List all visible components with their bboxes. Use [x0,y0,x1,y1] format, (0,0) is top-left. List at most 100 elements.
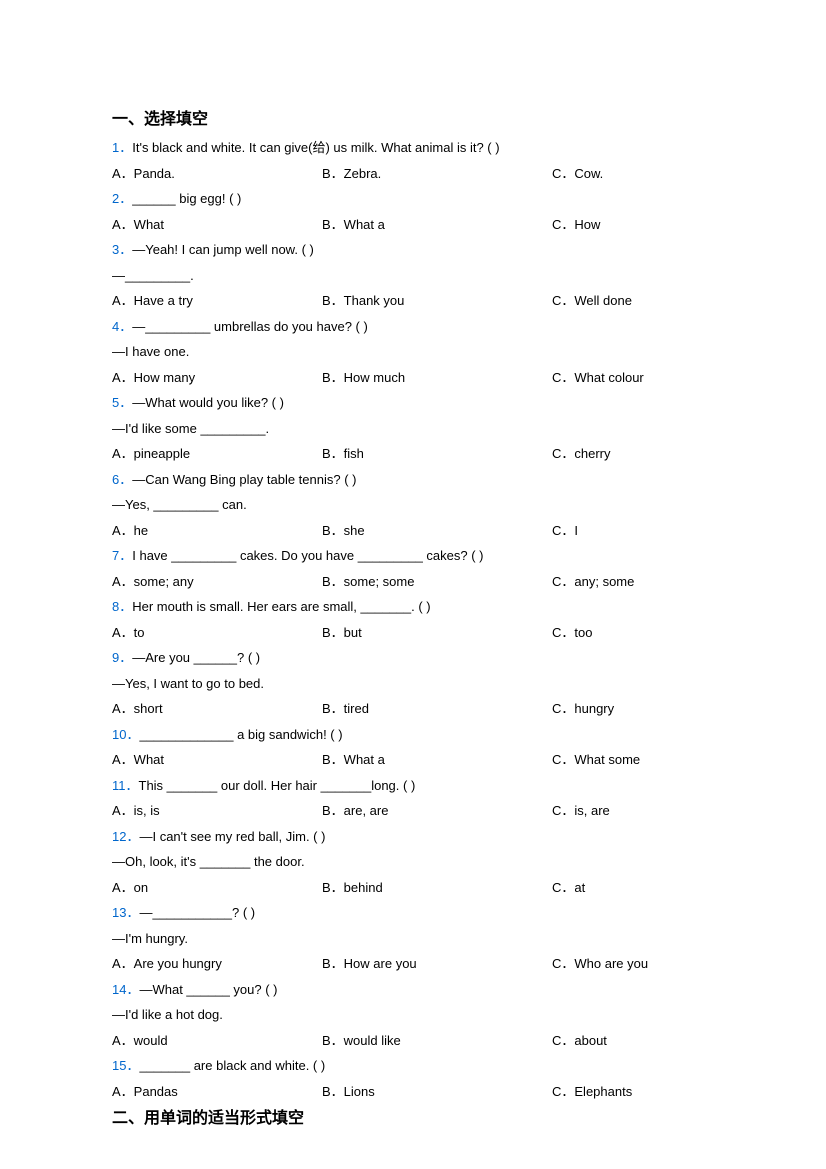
question-continuation: —Yes, _________ can. [112,495,714,515]
option-b: B．would like [322,1031,552,1051]
option-c: C．Elephants [552,1082,714,1102]
options-row: A．Have a tryB．Thank youC．Well done [112,291,714,311]
question-number: 2． [112,191,132,206]
question-text: —Can Wang Bing play table tennis? ( ) [132,472,356,487]
question-text: —Are you ______? ( ) [132,650,260,665]
options-row: A．Are you hungryB．How are youC．Who are y… [112,954,714,974]
question-text: It's black and white. It can give(给) us … [132,140,499,155]
question-number: 12． [112,829,139,844]
question-text: I have _________ cakes. Do you have ____… [132,548,483,563]
question-8: 8．Her mouth is small. Her ears are small… [112,597,714,617]
question-text: _______ are black and white. ( ) [139,1058,325,1073]
option-b: B．What a [322,750,552,770]
option-c: C．How [552,215,714,235]
option-a: A．What [112,750,322,770]
question-number: 14． [112,982,139,997]
options-row: A．toB．butC．too [112,623,714,643]
option-c: C．I [552,521,714,541]
question-text: —I can't see my red ball, Jim. ( ) [139,829,325,844]
section-2-heading: 二、用单词的适当形式填空 [112,1107,714,1131]
question-number: 5． [112,395,132,410]
question-text: —Yeah! I can jump well now. ( ) [132,242,314,257]
options-row: A．Panda.B．Zebra.C．Cow. [112,164,714,184]
options-row: A．wouldB．would likeC．about [112,1031,714,1051]
option-a: A．on [112,878,322,898]
option-a: A．pineapple [112,444,322,464]
options-row: A．shortB．tiredC．hungry [112,699,714,719]
question-text: —___________? ( ) [139,905,255,920]
option-c: C．Who are you [552,954,714,974]
option-b: B．How are you [322,954,552,974]
options-row: A．pineappleB．fishC．cherry [112,444,714,464]
question-5: 5．—What would you like? ( ) [112,393,714,413]
option-b: B．fish [322,444,552,464]
option-c: C．What colour [552,368,714,388]
option-c: C．is, are [552,801,714,821]
option-c: C．What some [552,750,714,770]
question-continuation: —I'd like some _________. [112,419,714,439]
question-text: —What ______ you? ( ) [139,982,277,997]
option-a: A．would [112,1031,322,1051]
question-continuation: —I have one. [112,342,714,362]
option-c: C．too [552,623,714,643]
question-12: 12．—I can't see my red ball, Jim. ( ) [112,827,714,847]
option-c: C．any; some [552,572,714,592]
option-b: B．Lions [322,1082,552,1102]
question-6: 6．—Can Wang Bing play table tennis? ( ) [112,470,714,490]
question-text: —_________ umbrellas do you have? ( ) [132,319,368,334]
option-c: C．Well done [552,291,714,311]
question-number: 6． [112,472,132,487]
option-c: C．at [552,878,714,898]
question-number: 10． [112,727,139,742]
option-b: B．tired [322,699,552,719]
question-10: 10．_____________ a big sandwich! ( ) [112,725,714,745]
question-number: 11． [112,778,139,793]
question-number: 15． [112,1058,139,1073]
question-2: 2．______ big egg! ( ) [112,189,714,209]
option-a: A．What [112,215,322,235]
question-number: 7． [112,548,132,563]
option-c: C．hungry [552,699,714,719]
option-a: A．is, is [112,801,322,821]
option-c: C．cherry [552,444,714,464]
options-row: A．WhatB．What aC．What some [112,750,714,770]
option-a: A．Have a try [112,291,322,311]
question-continuation: —_________. [112,266,714,286]
question-continuation: —I'm hungry. [112,929,714,949]
option-a: A．Pandas [112,1082,322,1102]
question-4: 4．—_________ umbrellas do you have? ( ) [112,317,714,337]
options-row: A．WhatB．What aC．How [112,215,714,235]
question-number: 3． [112,242,132,257]
options-row: A．is, isB．are, areC．is, are [112,801,714,821]
question-text: ______ big egg! ( ) [132,191,241,206]
option-b: B．How much [322,368,552,388]
option-a: A．Are you hungry [112,954,322,974]
question-1: 1．It's black and white. It can give(给) u… [112,138,714,158]
question-text: —What would you like? ( ) [132,395,284,410]
option-a: A．How many [112,368,322,388]
question-11: 11．This _______ our doll. Her hair _____… [112,776,714,796]
option-b: B．behind [322,878,552,898]
question-3: 3．—Yeah! I can jump well now. ( ) [112,240,714,260]
question-number: 9． [112,650,132,665]
option-c: C．Cow. [552,164,714,184]
options-row: A．How manyB．How muchC．What colour [112,368,714,388]
option-b: B．Zebra. [322,164,552,184]
question-7: 7．I have _________ cakes. Do you have __… [112,546,714,566]
questions-container: 1．It's black and white. It can give(给) u… [112,138,714,1101]
question-text: This _______ our doll. Her hair _______l… [139,778,416,793]
options-row: A．some; anyB．some; someC．any; some [112,572,714,592]
option-c: C．about [552,1031,714,1051]
option-b: B．she [322,521,552,541]
question-continuation: —Oh, look, it's _______ the door. [112,852,714,872]
option-b: B．some; some [322,572,552,592]
option-a: A．Panda. [112,164,322,184]
option-b: B．Thank you [322,291,552,311]
options-row: A．PandasB．LionsC．Elephants [112,1082,714,1102]
question-text: Her mouth is small. Her ears are small, … [132,599,430,614]
options-row: A．heB．sheC．I [112,521,714,541]
question-continuation: —I'd like a hot dog. [112,1005,714,1025]
option-b: B．are, are [322,801,552,821]
options-row: A．onB．behindC．at [112,878,714,898]
question-text: _____________ a big sandwich! ( ) [139,727,342,742]
